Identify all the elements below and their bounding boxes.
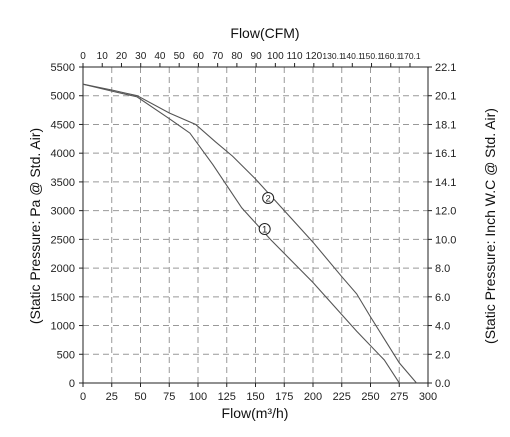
bottom-tick-label: 125 <box>218 391 236 403</box>
left-tick-label: 5000 <box>51 91 75 103</box>
top-tick-label: 160.1 <box>380 51 402 61</box>
left-tick-label: 3000 <box>51 206 75 218</box>
left-tick-label: 1500 <box>51 292 75 304</box>
right-tick-label: 18.1 <box>435 119 456 131</box>
top-tick-label: 130.1 <box>322 51 344 61</box>
bottom-tick-label: 275 <box>390 391 408 403</box>
series-layer: 12 <box>82 83 417 384</box>
series-label-2: 2 <box>266 193 271 204</box>
left-tick-label: 0 <box>69 378 75 390</box>
left-tick-label: 2500 <box>51 234 75 246</box>
bottom-tick-label: 50 <box>134 391 146 403</box>
top-tick-label: 110 <box>287 51 303 62</box>
left-axis-ticks: 0 500 1000 1500 2000 2500 3000 3500 4000 4500 5000… <box>51 62 83 390</box>
left-axis-title: (Static Pressure: Pa @ Std. Air) <box>27 128 43 324</box>
top-tick-label: 170.1 <box>399 51 421 61</box>
top-tick-label: 30 <box>135 51 147 62</box>
left-tick-label: 1000 <box>51 321 75 333</box>
grid-lines <box>83 67 428 383</box>
plot-frame <box>82 66 429 384</box>
series-label-circle-2 <box>262 191 275 204</box>
bottom-axis-ticks: 0 25 50 75 100 125 150 175 200 225 250 275 300 <box>80 383 437 403</box>
top-axis-title: Flow(CFM) <box>230 25 299 41</box>
right-axis-ticks: 0.0 2.0 4.0 6.0 8.0 10.0 12.0 14.1 16.1 18.1 20.1 2… <box>428 62 456 390</box>
right-tick-label: 12.0 <box>435 206 456 218</box>
series-label-circle-1 <box>258 223 271 236</box>
bottom-axis-title: Flow(m³/h) <box>222 405 289 421</box>
bottom-tick-label: 175 <box>275 391 293 403</box>
right-tick-label: 16.1 <box>435 148 456 160</box>
bottom-tick-label: 75 <box>163 391 175 403</box>
bottom-tick-label: 200 <box>304 391 322 403</box>
bottom-tick-label: 250 <box>361 391 379 403</box>
left-tick-label: 3500 <box>51 177 75 189</box>
bottom-tick-label: 100 <box>189 391 207 403</box>
top-axis-ticks: 0 10 20 30 40 50 60 70 80 90 100 110 120 130.1140.115… <box>80 51 421 67</box>
bottom-tick-label: 0 <box>80 391 86 403</box>
right-tick-label: 8.0 <box>435 263 450 275</box>
right-tick-label: 20.1 <box>435 91 456 103</box>
series-line-2 <box>82 83 417 384</box>
series-label-1: 1 <box>262 225 267 236</box>
left-tick-label: 2000 <box>51 263 75 275</box>
left-tick-label: 500 <box>57 349 75 361</box>
right-tick-label: 10.0 <box>435 234 456 246</box>
bottom-tick-label: 25 <box>106 391 118 403</box>
top-tick-label: 90 <box>251 51 263 62</box>
right-tick-label: 14.1 <box>435 177 456 189</box>
top-tick-label: 120 <box>305 51 322 62</box>
top-tick-label: 40 <box>154 51 166 62</box>
bottom-tick-label: 150 <box>246 391 264 403</box>
top-tick-label: 20 <box>116 51 128 62</box>
top-tick-label: 70 <box>212 51 224 62</box>
left-tick-label: 4000 <box>51 148 75 160</box>
top-tick-label: 60 <box>193 51 205 62</box>
right-tick-label: 22.1 <box>435 62 456 74</box>
top-tick-label: 10 <box>97 51 109 62</box>
top-tick-label: 80 <box>231 51 243 62</box>
right-tick-label: 2.0 <box>435 349 450 361</box>
left-tick-label: 5500 <box>51 62 75 74</box>
top-tick-label: 140.1 <box>342 51 364 61</box>
left-tick-label: 4500 <box>51 119 75 131</box>
top-tick-label: 50 <box>174 51 186 62</box>
right-tick-label: 4.0 <box>435 321 450 333</box>
right-tick-label: 6.0 <box>435 292 450 304</box>
bottom-tick-label: 225 <box>333 391 351 403</box>
series-line-1 <box>82 83 400 384</box>
bottom-tick-label: 300 <box>419 391 437 403</box>
right-tick-label: 0.0 <box>435 378 450 390</box>
top-tick-label: 150.1 <box>361 51 383 61</box>
top-tick-label: 100 <box>267 51 284 62</box>
top-tick-label: 0 <box>80 51 86 62</box>
right-axis-title: (Static Pressure: Inch W.C @ Std. Air) <box>482 108 498 344</box>
